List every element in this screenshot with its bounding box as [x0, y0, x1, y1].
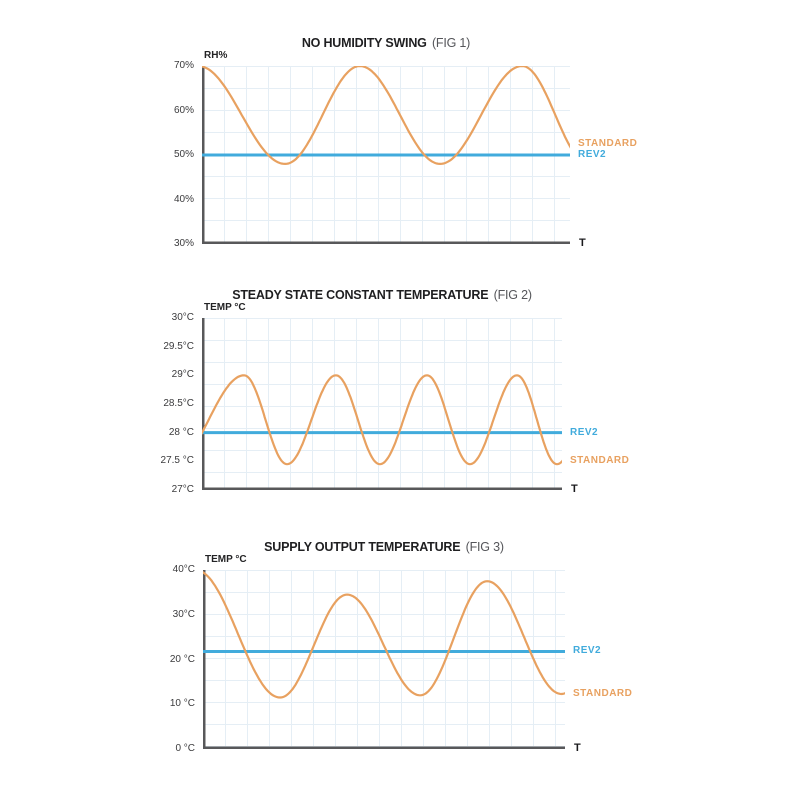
- chart-title-text: SUPPLY OUTPUT TEMPERATURE: [264, 540, 461, 554]
- chart-title-text: STEADY STATE CONSTANT TEMPERATURE: [232, 288, 489, 302]
- chart-title-text: NO HUMIDITY SWING: [301, 36, 427, 50]
- chart-title: NO HUMIDITY SWING (FIG 1): [301, 35, 471, 51]
- legend-label-standard: STANDARD: [578, 137, 638, 149]
- y-tick-label: 60%: [173, 104, 194, 116]
- plot-svg: [202, 318, 562, 490]
- y-tick-label: 30°C: [171, 312, 194, 323]
- legend-label-rev2: REV2: [570, 426, 599, 438]
- y-tick-label: 28 °C: [168, 426, 194, 438]
- legend-label-standard: STANDARD: [573, 687, 633, 699]
- chart-fig-label: (FIG 3): [465, 540, 504, 554]
- legend-label-rev2: REV2: [573, 645, 602, 657]
- legend-label-standard: STANDARD: [570, 455, 630, 467]
- plot-svg: [203, 570, 565, 749]
- y-tick-label: 40%: [173, 193, 194, 205]
- y-tick-label: 29.5°C: [163, 340, 194, 352]
- y-tick-label: 70%: [173, 60, 194, 71]
- y-axis-label: TEMP °C: [204, 302, 246, 313]
- y-axis-label: RH%: [204, 50, 228, 61]
- standard-curve: [203, 571, 565, 699]
- x-axis-label: T: [574, 742, 581, 754]
- y-tick-label: 29°C: [171, 369, 194, 381]
- standard-curve: [202, 66, 570, 166]
- plot-area: [203, 570, 565, 749]
- chart-fig-label: (FIG 1): [431, 36, 471, 50]
- plot-svg: [202, 66, 570, 244]
- y-tick-label: 30°C: [172, 608, 195, 620]
- plot-area: [202, 318, 562, 490]
- y-tick-label: 28.5°C: [163, 398, 194, 409]
- chart-title: SUPPLY OUTPUT TEMPERATURE (FIG 3): [264, 539, 504, 555]
- chart-title: STEADY STATE CONSTANT TEMPERATURE (FIG 2…: [232, 287, 532, 303]
- y-tick-label: 10 °C: [169, 698, 195, 710]
- x-axis-label: T: [579, 237, 586, 249]
- y-tick-label: 20 °C: [169, 653, 195, 665]
- y-tick-label: 27.5 °C: [160, 455, 194, 467]
- chart-fig-label: (FIG 2): [493, 288, 532, 302]
- y-tick-label: 30%: [173, 238, 194, 249]
- y-axis-label: TEMP °C: [205, 554, 247, 565]
- x-axis-label: T: [571, 483, 578, 495]
- y-tick-label: 27°C: [171, 484, 194, 495]
- plot-area: [202, 66, 570, 244]
- y-tick-label: 0 °C: [175, 743, 195, 754]
- standard-curve: [202, 374, 562, 466]
- y-tick-label: 50%: [173, 149, 194, 160]
- legend-label-rev2: REV2: [578, 149, 607, 160]
- y-tick-label: 40°C: [172, 564, 195, 575]
